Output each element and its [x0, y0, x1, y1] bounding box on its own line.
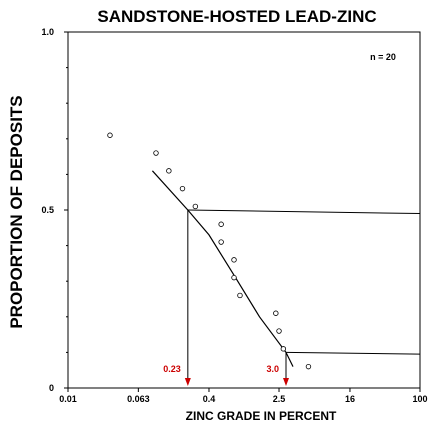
percentile-lines: [187, 209, 421, 379]
plot-area-frame: [67, 31, 421, 389]
data-point: [276, 328, 282, 334]
sample-size-label: n = 20: [370, 52, 396, 62]
percentile-label: 3.0: [266, 364, 279, 374]
percentile-arrow: [282, 378, 289, 386]
x-tick-label: 16: [345, 394, 355, 404]
data-point: [273, 310, 279, 316]
data-point: [218, 221, 224, 227]
fitted-curve: [151, 170, 294, 367]
data-point: [153, 150, 159, 156]
data-point: [166, 168, 172, 174]
x-tick-label: 0.4: [203, 394, 216, 404]
data-point: [231, 274, 237, 281]
data-point: [231, 257, 237, 263]
x-tick-label: 2.5: [273, 394, 286, 404]
axis-ticks: 0.01 0.063 0.4 2.5 16 100 0 0.5 1.0: [41, 27, 427, 404]
fitted-curve-layer: [151, 170, 294, 367]
percentile-arrow: [184, 378, 191, 386]
percentile-label: 0.23: [163, 364, 181, 374]
y-tick-label: 0: [49, 383, 54, 393]
data-points: [107, 132, 312, 370]
chart-title: SANDSTONE-HOSTED LEAD-ZINC: [97, 7, 376, 26]
data-point: [305, 363, 312, 370]
data-point: [218, 239, 224, 245]
percentile-line-horizontal: [187, 209, 421, 215]
data-point: [192, 203, 199, 210]
percentile-markers: 0.23 3.0: [163, 364, 289, 386]
x-tick-label: 100: [412, 394, 427, 404]
y-tick-label: 1.0: [41, 27, 54, 37]
data-point: [179, 185, 186, 192]
x-tick-label: 0.01: [59, 394, 77, 404]
x-axis-label: ZINC GRADE IN PERCENT: [186, 409, 337, 423]
y-tick-label: 0.5: [41, 205, 54, 215]
y-axis-label: PROPORTION OF DEPOSITS: [7, 95, 26, 328]
data-point: [280, 346, 287, 352]
x-tick-label: 0.063: [127, 394, 150, 404]
data-point: [237, 292, 243, 299]
data-point: [107, 132, 113, 138]
percentile-line-horizontal: [285, 351, 421, 355]
